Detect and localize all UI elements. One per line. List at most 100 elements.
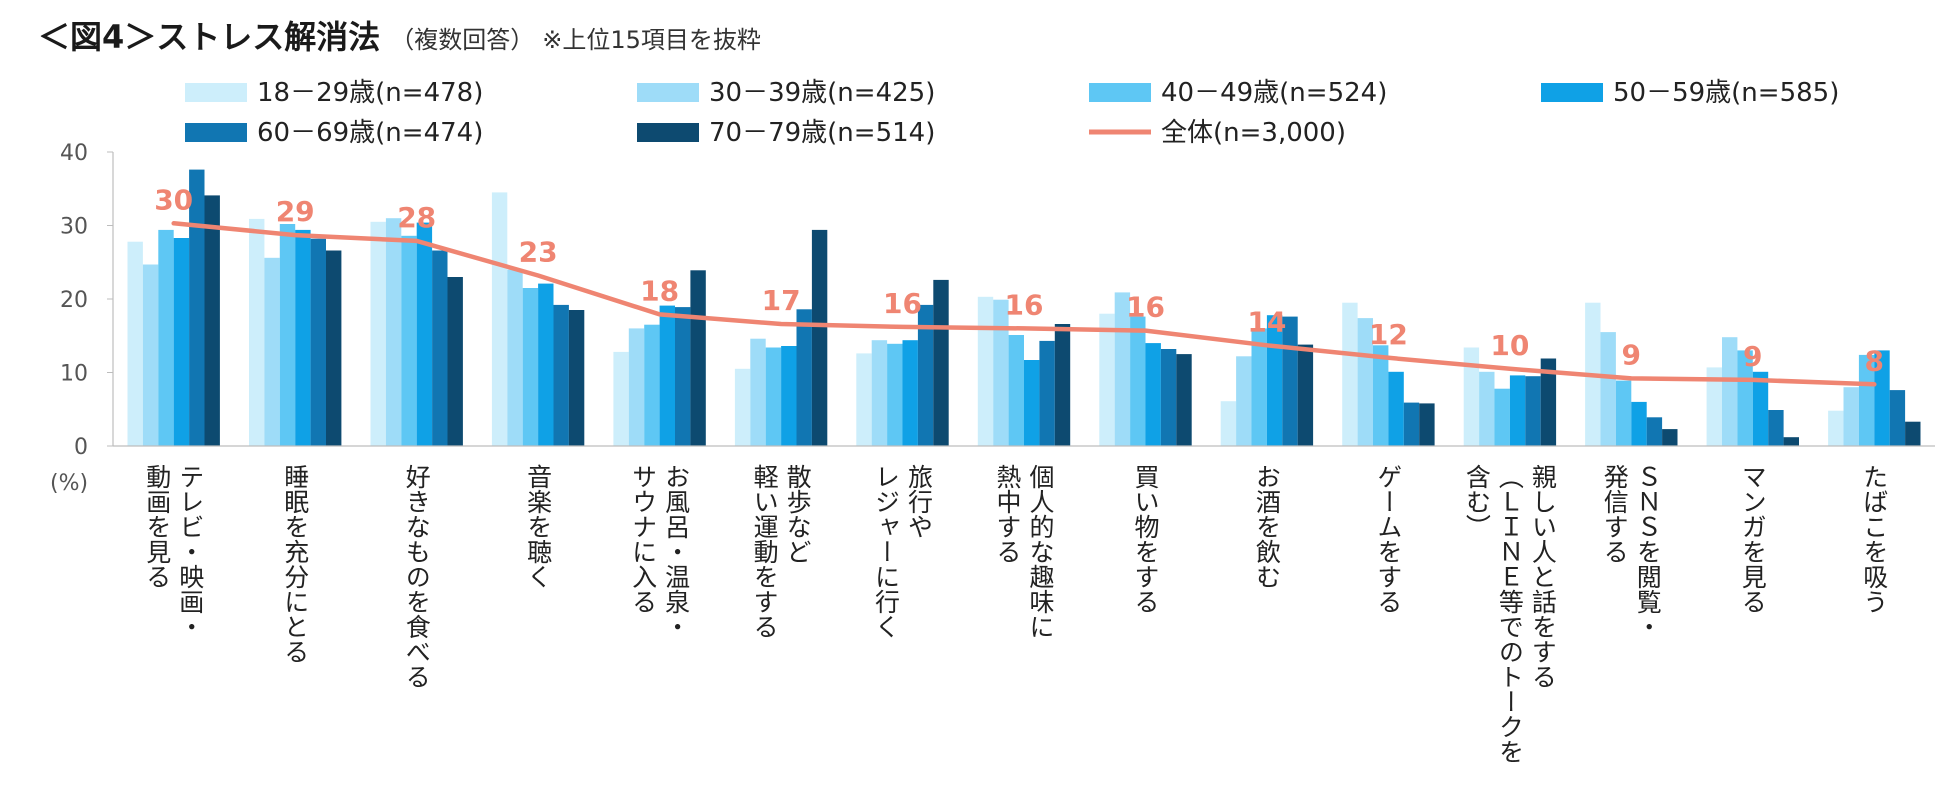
legend-label-2: 30－39歳(n=425)	[709, 78, 935, 108]
category-label-15: たばこを吸う	[1860, 464, 1889, 614]
chart-title: ＜図4＞ストレス解消法	[38, 18, 381, 56]
bar-2-series-1	[249, 218, 265, 446]
bar-15-series-3	[1858, 354, 1875, 446]
category-label-1: 動画を見る	[143, 464, 172, 589]
bar-11-series-3	[1373, 345, 1389, 446]
legend-label-5: 60－69歳(n=474)	[257, 118, 483, 148]
overall-data-label: 28	[397, 201, 436, 234]
bar-15-series-2	[1843, 387, 1859, 446]
category-label-12: 含む）	[1462, 464, 1491, 539]
bar-2-series-6	[326, 250, 342, 446]
y-tick-label: 40	[60, 141, 88, 166]
bar-1-series-3	[158, 229, 174, 446]
overall-line	[171, 221, 1877, 387]
bar-5-series-2	[628, 328, 645, 446]
category-label-14: マンガを見る	[1738, 464, 1767, 614]
legend-label-6: 70－79歳(n=514)	[709, 118, 935, 148]
category-label-6: 散歩など	[783, 464, 812, 564]
legend-label-4: 50－59歳(n=585)	[1613, 78, 1839, 108]
category-label-5: サウナに入る	[629, 464, 658, 614]
category-label-4: 音楽を聴く	[524, 464, 553, 589]
bar-14-series-3	[1737, 350, 1753, 446]
category-label-7: 旅行や	[905, 464, 934, 539]
legend-label-overall: 全体(n=3,000)	[1161, 118, 1346, 148]
overall-data-label: 30	[154, 183, 193, 216]
overall-data-label: 8	[1865, 344, 1884, 377]
y-tick-label: 10	[60, 362, 88, 387]
bar-11-series-2	[1357, 318, 1373, 446]
chart-title-block: ＜図4＞ストレス解消法 （複数回答） ※上位15項目を抜粋	[38, 12, 761, 58]
bar-13-series-5	[1646, 417, 1663, 446]
overall-data-label: 16	[1126, 291, 1165, 324]
category-label-12: （ＬＩＮＥ等でのトークを	[1495, 464, 1524, 764]
bar-9-series-1	[1099, 313, 1115, 446]
bar-1-series-2	[142, 264, 159, 446]
overall-data-label: 16	[1005, 288, 1044, 321]
bar-15-series-1	[1828, 410, 1844, 446]
category-label-1: テレビ・映画・	[176, 464, 205, 639]
bar-13-series-4	[1631, 401, 1647, 446]
bar-6-series-3	[765, 347, 782, 446]
bar-10-series-1	[1220, 401, 1237, 446]
bar-15-series-5	[1889, 390, 1906, 446]
legend-swatch-3	[1089, 83, 1151, 102]
bar-10-series-6	[1297, 344, 1314, 446]
overall-data-label: 9	[1622, 338, 1641, 371]
bar-11-series-5	[1403, 402, 1420, 446]
category-label-3: 好きなものを食べる	[402, 464, 431, 689]
bar-7-series-6	[933, 279, 949, 446]
bar-14-series-6	[1783, 437, 1799, 446]
category-label-12: 親しい人と話をする	[1528, 464, 1557, 689]
overall-data-label: 12	[1369, 318, 1408, 351]
bar-12-series-5	[1525, 376, 1541, 446]
bar-4-series-2	[507, 269, 523, 446]
category-label-8: 熱中する	[993, 464, 1022, 564]
overall-data-label: 16	[883, 287, 922, 320]
bar-4-series-6	[568, 310, 585, 446]
bar-12-series-3	[1494, 388, 1510, 446]
bar-12-series-1	[1463, 347, 1480, 446]
y-unit-label: (%)	[50, 471, 88, 496]
bar-9-series-3	[1130, 316, 1146, 446]
bar-9-series-5	[1160, 349, 1177, 446]
legend-label-3: 40－49歳(n=524)	[1161, 78, 1387, 108]
bar-12-series-4	[1509, 375, 1526, 446]
category-label-5: お風呂・温泉・	[662, 464, 691, 639]
bar-1-series-6	[204, 195, 220, 446]
bar-11-series-4	[1388, 371, 1404, 446]
overall-data-label: 17	[762, 284, 801, 317]
bar-1-series-5	[189, 169, 205, 446]
bar-3-series-4	[416, 222, 433, 446]
bar-8-series-2	[993, 299, 1009, 446]
bar-1-series-1	[127, 241, 143, 446]
bar-5-series-4	[659, 305, 675, 446]
legend-swatch-4	[1541, 83, 1603, 102]
bar-14-series-2	[1722, 337, 1738, 446]
bar-7-series-4	[902, 340, 918, 446]
bar-4-series-3	[522, 288, 539, 446]
bar-7-series-3	[887, 343, 903, 446]
overall-data-label: 10	[1490, 329, 1529, 362]
bar-6-series-5	[796, 309, 812, 446]
bar-8-series-3	[1008, 335, 1024, 446]
bar-8-series-5	[1039, 340, 1055, 446]
bar-15-series-6	[1905, 421, 1921, 446]
category-label-13: ＳＮＳを閲覧・	[1633, 464, 1662, 639]
category-label-8: 個人的な趣味に	[1026, 464, 1055, 639]
overall-data-label: 9	[1743, 340, 1762, 373]
bar-2-series-3	[279, 224, 296, 446]
overall-data-label: 18	[640, 274, 679, 307]
bar-3-series-3	[401, 235, 417, 446]
bar-4-series-4	[538, 283, 554, 446]
category-label-10: お酒を飲む	[1252, 464, 1281, 589]
bar-13-series-6	[1662, 429, 1678, 446]
bar-4-series-5	[553, 304, 569, 446]
bar-7-series-1	[856, 353, 872, 446]
bar-8-series-4	[1024, 360, 1040, 446]
bar-11-series-1	[1342, 302, 1358, 446]
bar-10-series-3	[1251, 328, 1267, 446]
bar-13-series-2	[1600, 332, 1616, 446]
bar-7-series-2	[871, 340, 888, 446]
bar-2-series-4	[295, 229, 311, 446]
